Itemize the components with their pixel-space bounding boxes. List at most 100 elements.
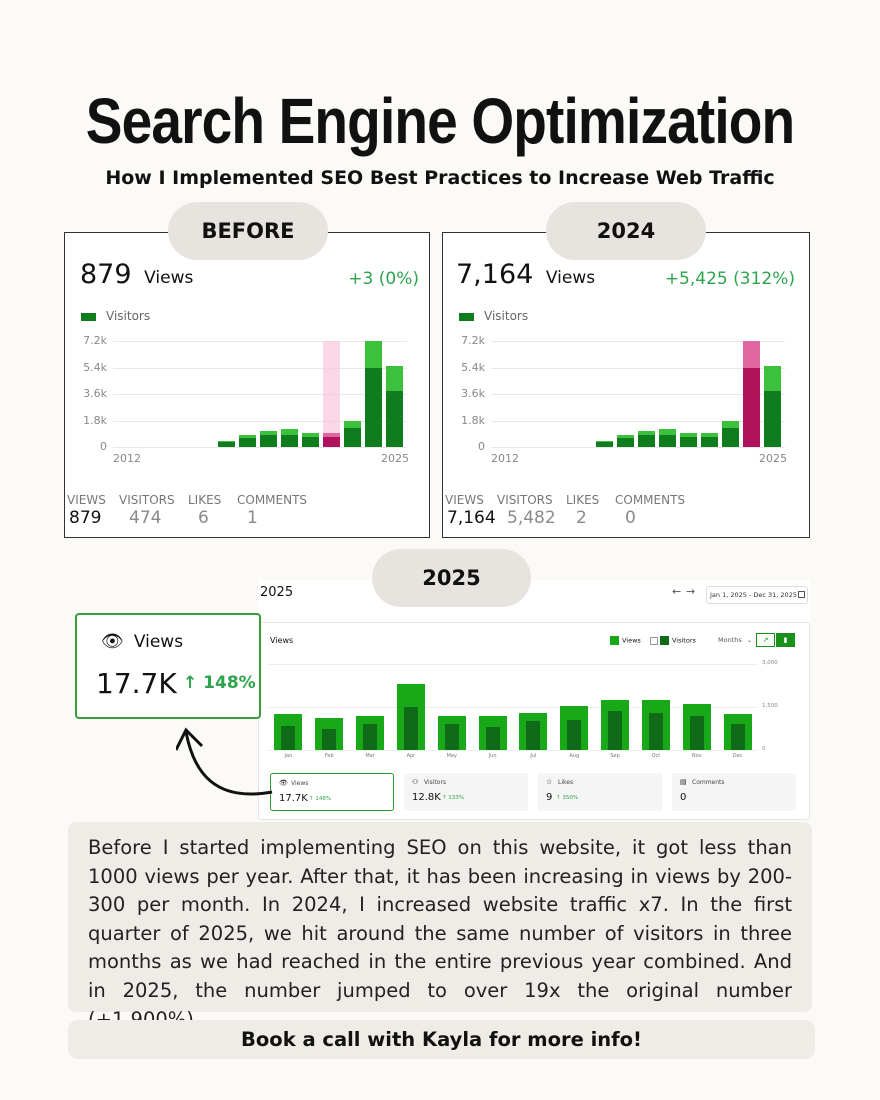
x-tick-label: Nov <box>691 753 702 759</box>
summary-value: 17.7K <box>279 793 308 804</box>
stat-value: 5,482 <box>507 508 556 528</box>
views-card-value: 17.7K <box>96 667 177 700</box>
stat-value: 7,164 <box>447 508 496 528</box>
summary-change: ↑ 133% <box>442 795 465 801</box>
stat-label: VISITORS <box>119 493 175 507</box>
calendar-icon <box>798 591 805 598</box>
before-stats-row: VIEWS 879 VISITORS 474 LIKES 6 COMMENTS 1 <box>67 493 427 533</box>
gridline <box>268 664 758 665</box>
chart-title: Views <box>270 636 294 645</box>
visitors-bar <box>485 727 500 750</box>
visitors-bar <box>386 391 403 447</box>
year2025-dashboard-panel: 2025 ← → Jan 1, 2025 - Dec 31, 2025 View… <box>258 580 810 820</box>
gridline <box>113 367 407 369</box>
legend-views-item[interactable]: Views <box>610 636 641 645</box>
visitors-bar <box>444 724 459 750</box>
y-tick-label: 5.4k <box>83 360 107 374</box>
period-value: Months <box>718 636 742 644</box>
before-views-value: 879 <box>80 259 132 290</box>
summary-label: Visitors <box>424 779 447 786</box>
x-tick-label: Jul <box>530 753 537 759</box>
stat-value: 879 <box>69 508 102 528</box>
views-highlight-card: 👁 Views 17.7K ↑ 148% <box>75 613 261 719</box>
gridline <box>113 447 407 448</box>
visitors-bar <box>323 436 340 447</box>
visitors-bar <box>689 715 704 750</box>
stat-label: COMMENTS <box>615 493 686 507</box>
stat-value: 2 <box>576 508 587 528</box>
year2024-views-label: Views <box>545 268 596 288</box>
gridline <box>268 750 758 751</box>
book-call-button[interactable]: Book a call with Kayla for more info! <box>68 1020 815 1059</box>
year2024-stats-row: VIEWS 7,164 VISITORS 5,482 LIKES 2 COMMENTS 0 <box>445 493 805 533</box>
legend-visitors-label: Visitors <box>672 636 696 645</box>
year2024-stats-card: 7,164 Views +5,425 (312%) Visitors 0 1.8k… <box>442 232 810 538</box>
y-tick-label: 0 <box>762 746 766 752</box>
visitors-bar <box>239 438 256 447</box>
highlight-band <box>323 341 340 447</box>
year2024-delta: +5,425 (312%) <box>664 269 795 289</box>
summary-value: 0 <box>680 792 687 803</box>
summary-label: Views <box>291 780 309 787</box>
gridline <box>113 394 407 395</box>
visitors-bar <box>608 711 623 750</box>
summary-visitors[interactable]: ⚇ Visitors 12.8K ↑ 133% <box>404 773 528 811</box>
visitors-bar <box>567 719 582 750</box>
x-tick-label: Jan <box>284 753 293 759</box>
eye-icon: 👁 <box>279 779 288 787</box>
visitors-bar <box>365 367 382 447</box>
date-nav-next[interactable]: → <box>686 585 696 598</box>
y-tick-label: 3.6k <box>461 387 485 400</box>
visitors-bar <box>596 441 613 447</box>
legend-swatch <box>81 312 96 321</box>
stat-label: LIKES <box>566 493 600 507</box>
period-select[interactable]: Months ⌄ <box>718 636 752 644</box>
year2025-pill: 2025 <box>372 549 531 607</box>
line-chart-icon: ↗ <box>762 636 769 644</box>
y-tick-label: 3,000 <box>762 660 778 666</box>
gridline <box>491 341 785 342</box>
visitors-bar <box>344 427 361 447</box>
x-tick-label: 2025 <box>759 452 787 465</box>
visitors-bar <box>617 438 634 447</box>
stat-label: VIEWS <box>67 493 106 507</box>
summary-label: Comments <box>692 779 725 786</box>
star-icon: ☆ <box>546 778 553 786</box>
gridline <box>491 447 785 448</box>
y-tick-label: 1.8k <box>461 413 485 427</box>
stat-value: 6 <box>198 508 209 528</box>
comment-icon: ▤ <box>680 778 687 786</box>
visitors-bar <box>638 435 655 447</box>
stat-label: VISITORS <box>497 493 553 507</box>
line-chart-toggle[interactable]: ↗ <box>756 633 775 647</box>
visitors-bar <box>659 435 676 447</box>
y-tick-label: 1.8k <box>83 413 107 427</box>
x-tick-label: Jun <box>488 753 497 759</box>
visitors-bar <box>363 724 378 750</box>
visitors-bar <box>302 436 319 447</box>
bar-chart-toggle[interactable]: ▮ <box>776 633 795 647</box>
date-nav-prev[interactable]: ← <box>672 585 682 598</box>
visitors-bar <box>730 724 745 750</box>
chevron-down-icon: ⌄ <box>746 636 753 644</box>
gridline <box>491 394 785 395</box>
visitors-bar <box>281 725 296 750</box>
visitors-bar <box>260 435 277 447</box>
x-tick-label: Mar <box>365 753 375 759</box>
visitors-bar <box>701 436 718 447</box>
date-range-picker[interactable]: Jan 1, 2025 - Dec 31, 2025 <box>706 586 808 604</box>
summary-comments[interactable]: ▤ Comments 0 <box>672 773 796 811</box>
y-tick-label: 7.2k <box>461 334 485 347</box>
year2024-views-value: 7,164 <box>456 259 534 290</box>
year2024-chart: 0 1.8k 3.6k 5.4k 7.2k 2012 2025 <box>455 333 795 468</box>
legend-visitors-label: Visitors <box>106 309 151 323</box>
x-tick-label: Sep <box>610 753 620 759</box>
visitors-bar <box>526 721 541 750</box>
stat-value: 0 <box>625 508 636 528</box>
legend-visitors-item[interactable]: Visitors <box>650 636 696 645</box>
x-tick-label: May <box>446 753 457 759</box>
panel-year-label: 2025 <box>260 585 294 600</box>
views-card-title: Views <box>133 632 184 652</box>
summary-likes[interactable]: ☆ Likes 9 ↑ 350% <box>538 773 662 811</box>
x-tick-label: 2012 <box>491 452 519 465</box>
